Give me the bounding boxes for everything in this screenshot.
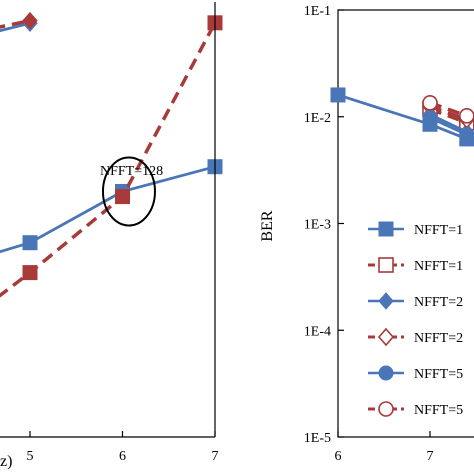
left-series-line-1: [0, 21, 217, 298]
left-x-ticks: 5 6 7: [27, 431, 219, 464]
legend-label-4: NFFT=5: [414, 367, 463, 382]
right-plot-area: [330, 87, 474, 147]
legend-background: [360, 210, 474, 430]
left-series-0-point-1: [22, 235, 38, 251]
right-y-tick-label-4: 1E-5: [304, 431, 331, 446]
legend-marker-0: [378, 221, 394, 237]
right-y-ticks: 1E-1 1E-2 1E-3 1E-4 1E-5: [304, 4, 344, 446]
annotation-label: NFFT=128: [100, 164, 163, 179]
right-x-tick-label-1: 7: [427, 449, 434, 464]
left-x-tick-label-0: 5: [27, 449, 34, 464]
legend-marker-5: [378, 401, 394, 417]
legend-marker-2: [378, 292, 394, 310]
left-series-line-2: [0, 21, 31, 33]
left-series-line-3: [0, 18, 31, 29]
left-x-tick-label-2: 7: [212, 449, 219, 464]
right-series-4-point-1: [459, 127, 474, 143]
right-x-tick-label-0: 6: [335, 449, 342, 464]
legend-label-0: NFFT=1: [414, 223, 463, 238]
right-y-axis-title: BER: [259, 210, 276, 241]
right-series-0-point-0: [330, 87, 346, 103]
left-series-1-point-2: [115, 189, 130, 205]
legend-marker-3: [377, 327, 395, 347]
right-y-tick-label-2: 1E-3: [304, 218, 331, 233]
right-y-tick-label-3: 1E-4: [304, 324, 331, 339]
highlight-circle: [101, 156, 156, 227]
left-axes: [0, 2, 216, 438]
legend-marker-4: [378, 365, 394, 381]
left-series-1-point-1: [22, 265, 38, 281]
legend-label-2: NFFT=2: [414, 295, 463, 310]
right-y-tick-label-1: 1E-2: [304, 111, 331, 126]
right-series-4-point-0: [422, 110, 438, 126]
legend-label-5: NFFT=5: [414, 403, 463, 418]
left-x-axis-title: z): [0, 453, 12, 470]
right-series-5-point-1: [459, 108, 474, 124]
left-x-tick-label-1: 6: [119, 449, 126, 464]
legend-label-1: NFFT=1: [414, 259, 463, 274]
left-series-line-0: [0, 165, 216, 254]
right-series-5-point-0: [422, 95, 438, 111]
left-plot-area: NFFT=128: [0, 11, 223, 298]
left-chart: NFFT=128 5 6 7 z): [0, 2, 223, 470]
right-legend: NFFT=1 NFFT=1 NFFT=2 NFFT=2 NFFT=5 NFFT=5: [360, 210, 474, 430]
right-y-tick-label-0: 1E-1: [304, 4, 331, 19]
legend-marker-1: [378, 257, 394, 273]
legend-label-3: NFFT=2: [414, 331, 463, 346]
left-series-3-point-1: [22, 11, 38, 30]
